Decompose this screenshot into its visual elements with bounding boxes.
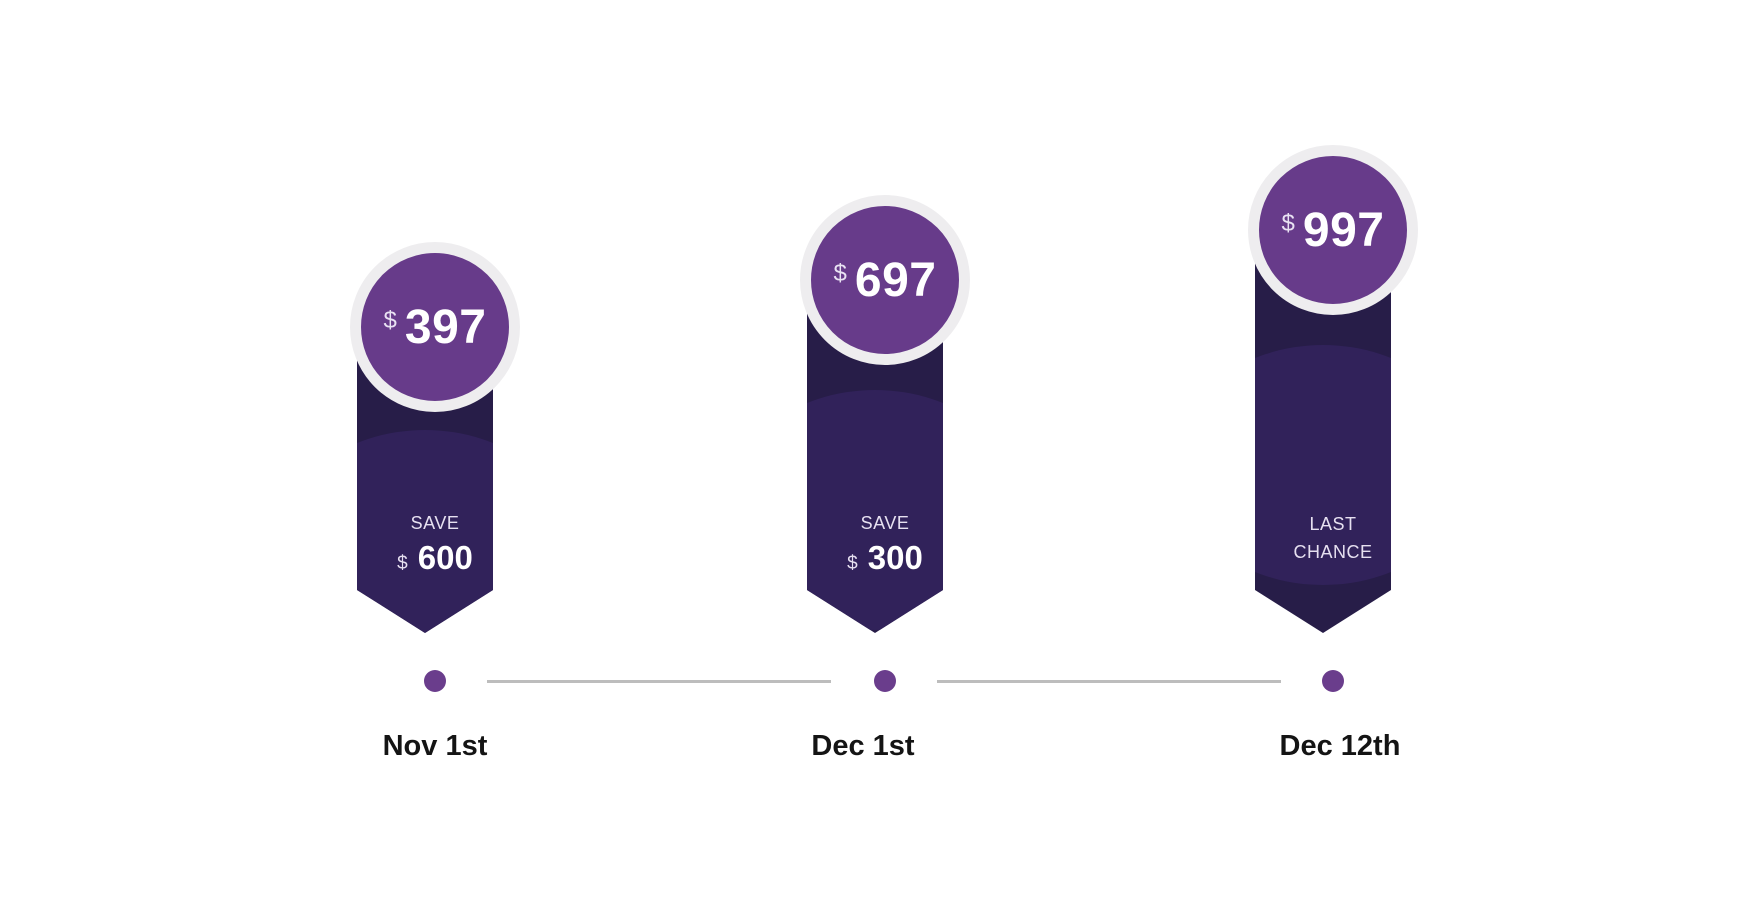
- pricing-tier-dec-1: $ 697 SAVE $ 300 Dec 1st: [800, 0, 970, 922]
- date-label: Dec 1st: [811, 730, 915, 762]
- savings-badge: SAVE $ 300: [800, 510, 970, 577]
- timeline-connector: [487, 680, 831, 683]
- currency-symbol: $: [833, 260, 847, 287]
- savings-badge: SAVE $ 600: [350, 510, 520, 577]
- save-caption: SAVE: [410, 513, 460, 533]
- currency-symbol: $: [1281, 210, 1295, 237]
- ribbon-banner: [807, 310, 943, 633]
- date-label: Dec 12th: [1279, 730, 1401, 762]
- price-circle: $ 397: [350, 242, 520, 412]
- timeline-dot: [874, 670, 896, 692]
- timeline-connector: [937, 680, 1281, 683]
- save-amount: 600: [417, 539, 473, 576]
- date-label: Nov 1st: [382, 730, 488, 762]
- save-caption: SAVE: [860, 513, 910, 533]
- price-value: 697: [854, 253, 937, 307]
- currency-symbol: $: [847, 553, 858, 574]
- pricing-tier-dec-12: $ 997 LAST CHANCE Dec 12th: [1248, 0, 1418, 922]
- price-circle: $ 997: [1248, 145, 1418, 315]
- pricing-tier-nov-1: $ 397 SAVE $ 600 Nov 1st: [350, 0, 520, 922]
- ribbon-banner: [357, 360, 493, 633]
- price-value: 997: [1302, 203, 1385, 257]
- currency-symbol: $: [383, 307, 397, 334]
- price-value: 397: [404, 300, 487, 354]
- save-amount: 300: [867, 539, 923, 576]
- last-chance-caption-line1: LAST: [1309, 514, 1357, 534]
- ribbon-banner: [1255, 260, 1391, 633]
- timeline-dot: [1322, 670, 1344, 692]
- last-chance-badge: LAST CHANCE: [1248, 510, 1418, 566]
- currency-symbol: $: [397, 553, 408, 574]
- price-circle: $ 697: [800, 195, 970, 365]
- last-chance-caption-line2: CHANCE: [1293, 542, 1373, 562]
- timeline-dot: [424, 670, 446, 692]
